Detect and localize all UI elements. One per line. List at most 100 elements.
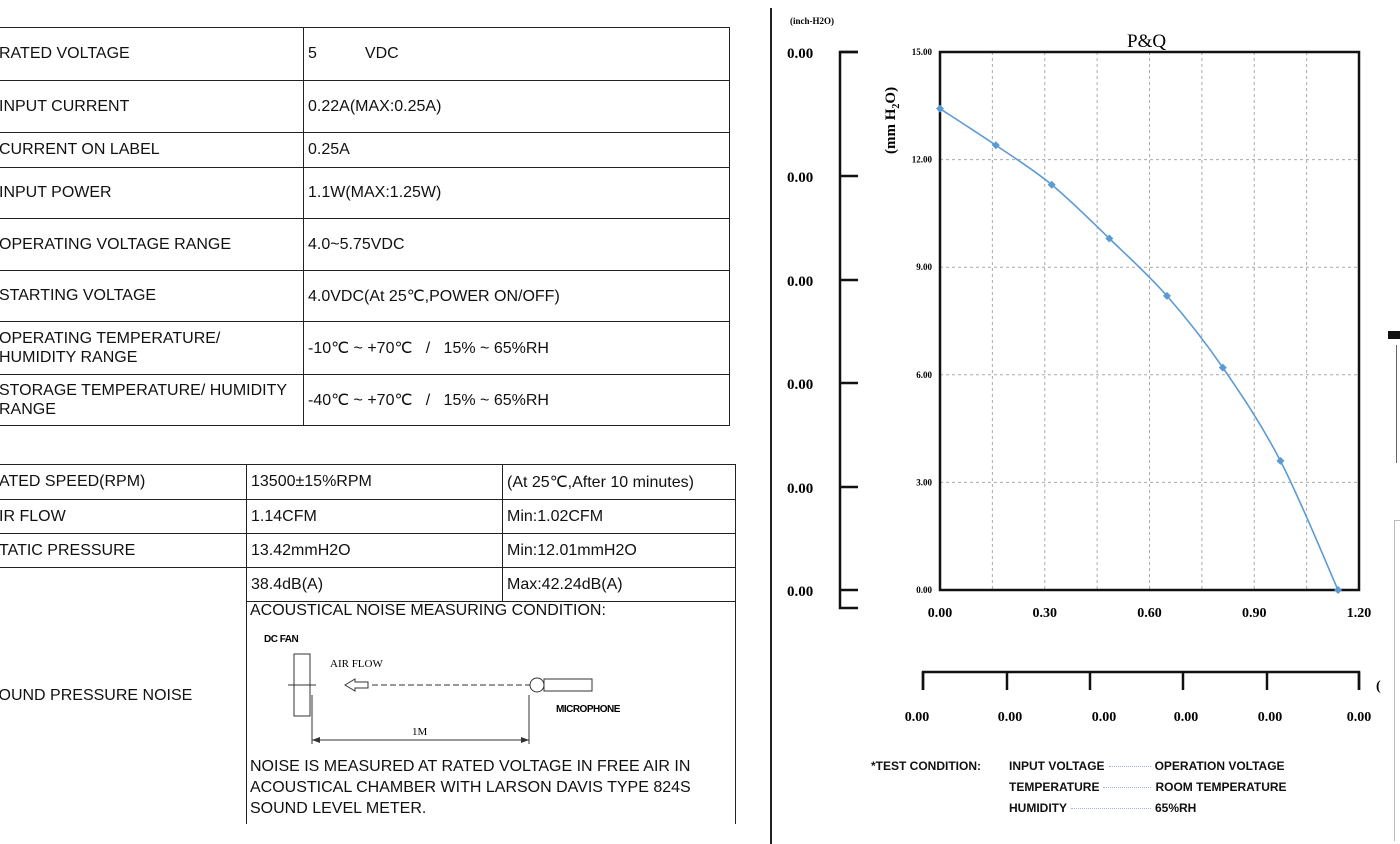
x-tick-label: 0.90: [1242, 606, 1267, 621]
table-row: ACOUSTICAL NOISE MEASURING CONDITION: DC…: [0, 601, 736, 824]
y-tick-label: 6.00: [916, 370, 932, 380]
perf-value: 13500±15%RPM: [246, 464, 503, 500]
page-divider: [770, 8, 772, 844]
spec-value: 4.0~5.75VDC: [303, 218, 730, 271]
noise-note: Max:42.24dB(A): [502, 567, 736, 602]
perf-value: 1.14CFM: [246, 499, 503, 534]
secondary-y-tick-label: 0.00: [787, 274, 813, 290]
perf-value: 13.42mmH2O: [246, 533, 503, 568]
y-tick-label: 0.00: [916, 585, 932, 595]
data-point: [1334, 586, 1343, 594]
data-point: [1276, 456, 1285, 465]
condition-key: HUMIDITY: [1009, 801, 1067, 815]
data-point: [1162, 291, 1171, 300]
secondary-y-axis: [838, 50, 858, 610]
table-row: TATIC PRESSURE 13.42mmH2O Min:12.01mmH2O: [0, 533, 736, 568]
airflow-label: AIR FLOW: [330, 658, 383, 670]
secondary-x-tick-label: 0.00: [905, 710, 930, 725]
spec-value: -40℃ ~ +70℃ / 15% ~ 65%RH: [303, 374, 730, 426]
spec-value: 0.22A(MAX:0.25A): [303, 80, 730, 133]
secondary-y-axis-label: (inch-H2O): [790, 16, 834, 26]
data-point: [991, 141, 1000, 150]
test-condition-heading: *TEST CONDITION:: [871, 759, 981, 773]
spec-label: STORAGE TEMPERATURE/ HUMIDITY RANGE: [0, 374, 304, 426]
spec-value: 0.25A: [303, 132, 730, 168]
table-row: RATED VOLTAGE 5 VDC: [0, 27, 730, 81]
secondary-x-axis: [921, 670, 1361, 690]
spec-value: -10℃ ~ +70℃ / 15% ~ 65%RH: [303, 321, 730, 375]
spec-label: CURRENT ON LABEL: [0, 132, 304, 168]
condition-key: INPUT VOLTAGE: [1009, 759, 1105, 773]
secondary-x-tick-label: 0.00: [1092, 710, 1117, 725]
secondary-y-tick-label: 0.00: [787, 481, 813, 497]
secondary-x-axis-cut: (: [1376, 679, 1381, 694]
table-row: INPUT CURRENT 0.22A(MAX:0.25A): [0, 80, 730, 133]
noise-value: 38.4dB(A): [246, 567, 503, 602]
spec-label: STARTING VOLTAGE: [0, 270, 304, 322]
secondary-y-ticks: 0.00 0.00 0.00 0.00 0.00 0.00: [787, 46, 858, 600]
y-tick-label: 15.00: [912, 47, 933, 57]
secondary-x-tick-label: 0.00: [1174, 710, 1199, 725]
secondary-x-ticks: 0.00 0.00 0.00 0.00 0.00 0.00: [905, 672, 1372, 725]
y-tick-label: 12.00: [912, 155, 933, 165]
noise-label: OUND PRESSURE NOISE: [0, 567, 247, 824]
secondary-x-tick-label: 0.00: [1347, 710, 1372, 725]
perf-label: IR FLOW: [0, 499, 247, 534]
x-tick-label: 1.20: [1347, 606, 1372, 621]
spec-value: 5 VDC: [303, 27, 730, 81]
x-tick-label: 0.30: [1033, 606, 1058, 621]
perf-note: (At 25℃,After 10 minutes): [502, 464, 736, 500]
spec-label: OPERATING TEMPERATURE/ HUMIDITY RANGE: [0, 321, 304, 375]
chart-title: P&Q: [1127, 31, 1166, 52]
data-point: [1047, 180, 1056, 189]
condition-row: TEMPERATURE ROOM TEMPERATURE: [1009, 780, 1287, 794]
secondary-x-tick-label: 0.00: [998, 710, 1023, 725]
spec-table: RATED VOLTAGE 5 VDC INPUT CURRENT 0.22A(M…: [0, 27, 730, 426]
condition-value: OPERATION VOLTAGE: [1154, 759, 1285, 773]
x-tick-label: 0.00: [928, 606, 953, 621]
noise-condition-cell: ACOUSTICAL NOISE MEASURING CONDITION: DC…: [246, 601, 736, 824]
microphone-body: [543, 678, 593, 692]
table-row: STORAGE TEMPERATURE/ HUMIDITY RANGE -40℃…: [0, 374, 730, 426]
data-point: [1218, 363, 1227, 372]
condition-value: ROOM TEMPERATURE: [1155, 780, 1287, 794]
secondary-y-tick-label: 0.00: [787, 170, 813, 186]
data-point: [936, 104, 944, 113]
table-row: INPUT POWER 1.1W(MAX:1.25W): [0, 167, 730, 219]
cropped-panel-edge: [1394, 520, 1400, 841]
condition-row: INPUT VOLTAGE OPERATION VOLTAGE: [1009, 759, 1285, 773]
spec-value: 1.1W(MAX:1.25W): [303, 167, 730, 219]
noise-measurement-diagram: DC FAN AIR FLOW MICROPHONE 1M: [264, 634, 621, 744]
microphone-label: MICROPHONE: [556, 704, 621, 715]
y-tick-label: 3.00: [916, 477, 932, 487]
secondary-y-tick-label: 0.00: [787, 584, 813, 600]
spec-label: OPERATING VOLTAGE RANGE: [0, 218, 304, 271]
leader-line: [1071, 808, 1151, 810]
table-row: OPERATING VOLTAGE RANGE 4.0~5.75VDC: [0, 218, 730, 271]
noise-description: NOISE IS MEASURED AT RATED VOLTAGE IN FR…: [250, 758, 691, 817]
condition-row: HUMIDITY 65%RH: [1009, 801, 1196, 815]
perf-note: Min:1.02CFM: [502, 499, 736, 534]
x-tick-label: 0.60: [1137, 606, 1162, 621]
y-axis-label: (mm H2O): [883, 87, 902, 154]
y-tick-label: 9.00: [916, 262, 932, 272]
data-point: [1105, 234, 1114, 243]
microphone-icon: [529, 677, 545, 693]
cropped-box-edge: [1396, 345, 1400, 463]
table-row: ATED SPEED(RPM) 13500±15%RPM (At 25℃,Aft…: [0, 464, 736, 500]
table-row: IR FLOW 1.14CFM Min:1.02CFM: [0, 499, 736, 534]
spec-label: INPUT POWER: [0, 167, 304, 219]
perf-note: Min:12.01mmH2O: [502, 533, 736, 568]
leader-line: [1103, 787, 1152, 789]
condition-value: 65%RH: [1155, 801, 1197, 815]
spec-label: RATED VOLTAGE: [0, 27, 304, 81]
plot-area: 0.00 3.00 6.00 9.00 12.00 15.00 0.00 0.30 0.60 0.…: [912, 47, 1372, 621]
spec-label: INPUT CURRENT: [0, 80, 304, 133]
distance-label: 1M: [412, 726, 428, 738]
spec-value: 4.0VDC(At 25℃,POWER ON/OFF): [303, 270, 730, 322]
cropped-legend-marker: [1388, 331, 1400, 339]
secondary-y-tick-label: 0.00: [787, 46, 813, 62]
airflow-arrow-icon: [344, 678, 369, 692]
table-row: CURRENT ON LABEL 0.25A: [0, 132, 730, 168]
plot-frame: [938, 50, 1361, 592]
